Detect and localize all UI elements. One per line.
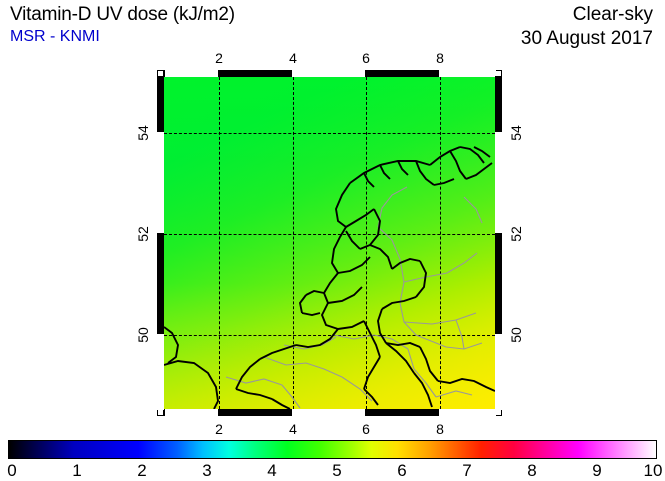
tickbar-seg (157, 76, 164, 132)
colorbar-tick-3: 3 (202, 461, 212, 480)
gridline-lon-6 (366, 77, 367, 409)
tickbar-seg (365, 409, 439, 416)
sky-condition-label: Clear-sky (572, 4, 653, 25)
colorbar-tick-4: 4 (267, 461, 277, 480)
source-label: MSR - KNMI (10, 28, 100, 45)
right-axis-tickbar (495, 76, 502, 410)
page-title: Vitamin-D UV dose (kJ/m2) (10, 4, 235, 25)
top-tick-lon-6: 6 (362, 50, 370, 66)
tickbar-seg (157, 233, 164, 334)
bottom-tick-lon-4: 4 (289, 421, 297, 437)
map-panel: 2 4 6 8 2 4 6 8 54 52 50 54 52 50 (135, 50, 524, 437)
right-tick-lat-54: 54 (508, 125, 525, 141)
gridline-lon-4 (293, 77, 294, 409)
colorbar-tick-10: 10 (643, 461, 663, 480)
bottom-axis-tickbar (163, 409, 496, 416)
right-tick-lat-52: 52 (508, 226, 525, 242)
right-tick-lat-50: 50 (508, 327, 525, 343)
colorbar: 0 1 2 3 4 5 6 7 8 9 10 (7, 440, 662, 480)
colorbar-gradient (8, 440, 657, 459)
gridline-lat-52 (164, 234, 495, 235)
bottom-tick-lon-8: 8 (436, 421, 444, 437)
tickbar-seg (218, 70, 292, 77)
internal-borders-rivers (225, 186, 483, 409)
top-tick-lon-4: 4 (289, 50, 297, 66)
colorbar-tick-9: 9 (592, 461, 602, 480)
date-label: 30 August 2017 (520, 28, 653, 49)
tickbar-seg (218, 409, 292, 416)
gridline-lon-8 (440, 77, 441, 409)
tickbar-seg (365, 70, 439, 77)
coastline-overlay (164, 146, 495, 409)
colorbar-tick-5: 5 (332, 461, 342, 480)
tickbar-seg (163, 409, 165, 416)
top-tick-lon-2: 2 (215, 50, 223, 66)
colorbar-tick-8: 8 (527, 461, 537, 480)
left-tick-lat-50: 50 (134, 327, 151, 343)
coastlines-and-national-borders (164, 146, 495, 409)
left-tick-lat-54: 54 (134, 125, 151, 141)
left-tick-lat-52: 52 (134, 226, 151, 242)
top-tick-lon-8: 8 (436, 50, 444, 66)
bottom-tick-lon-2: 2 (215, 421, 223, 437)
header: Vitamin-D UV dose (kJ/m2) MSR - KNMI Cle… (0, 0, 665, 52)
tickbar-seg (163, 70, 165, 77)
map-plot-area (164, 77, 495, 409)
top-axis-tickbar (163, 70, 496, 77)
left-axis-tickbar (157, 76, 164, 410)
gridline-lat-54 (164, 133, 495, 134)
gridline-lon-2 (219, 77, 220, 409)
colorbar-tick-0: 0 (7, 461, 17, 480)
bottom-tick-lon-6: 6 (362, 421, 370, 437)
colorbar-tick-1: 1 (72, 461, 82, 480)
colorbar-tick-7: 7 (462, 461, 472, 480)
colorbar-tick-2: 2 (137, 461, 147, 480)
tickbar-seg (495, 76, 502, 132)
gridline-lat-50 (164, 335, 495, 336)
colorbar-tick-6: 6 (397, 461, 407, 480)
tickbar-seg (495, 233, 502, 334)
